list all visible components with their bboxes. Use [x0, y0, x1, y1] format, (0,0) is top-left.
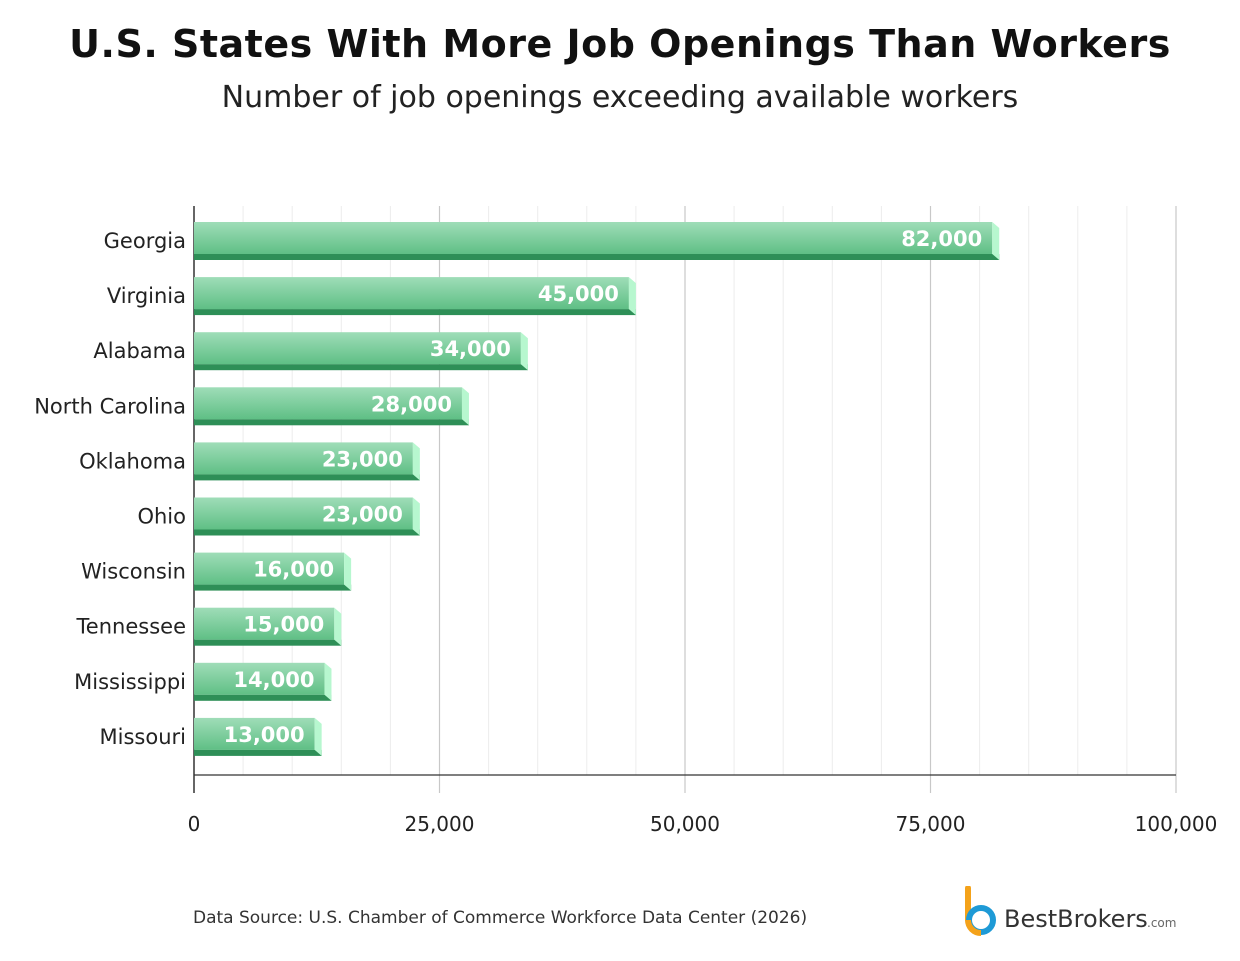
bar-face [194, 607, 335, 640]
bar-value-label: 45,000 [538, 282, 619, 306]
bar-end-cap [334, 607, 342, 646]
bar: 13,000 [194, 717, 322, 756]
bar-end-cap [628, 277, 636, 316]
bar-face [194, 552, 345, 585]
logo-suffix: .com [1147, 916, 1177, 930]
bar-base [194, 584, 352, 591]
bar: 23,000 [194, 497, 420, 536]
bar: 34,000 [194, 332, 528, 371]
bar-value-label: 23,000 [322, 447, 403, 471]
bar-end-cap [461, 387, 469, 426]
bar-base [194, 309, 636, 316]
bar-end-cap [992, 222, 1000, 260]
bar-face [194, 662, 325, 695]
bar: 15,000 [194, 607, 342, 646]
bar-base [194, 529, 420, 536]
category-label: Ohio [137, 505, 186, 529]
bar-end-cap [324, 662, 332, 701]
bar-base [194, 474, 420, 481]
bar-base [194, 419, 469, 426]
bar-end-cap [412, 442, 420, 481]
category-label: Oklahoma [79, 449, 186, 473]
bar-face [194, 277, 629, 310]
bar-end-cap [520, 332, 528, 371]
bar-base [194, 639, 342, 646]
category-label: Alabama [93, 339, 186, 363]
bar-value-label: 34,000 [430, 337, 511, 361]
category-label: Mississippi [74, 670, 186, 694]
bar: 23,000 [194, 442, 420, 481]
bar-end-cap [344, 552, 352, 591]
bar: 16,000 [194, 552, 352, 591]
bar-face [194, 717, 315, 750]
category-label: Virginia [107, 284, 186, 308]
bar-base [194, 364, 528, 371]
category-label: Missouri [100, 725, 186, 749]
category-label: Wisconsin [81, 560, 186, 584]
x-tick-label: 50,000 [650, 812, 720, 836]
bestbrokers-logo: BestBrokers .com [962, 886, 1192, 938]
x-tick-label: 100,000 [1135, 812, 1218, 836]
bar-value-label: 82,000 [901, 227, 982, 251]
bar-face [194, 387, 462, 420]
bar-base [194, 749, 322, 756]
bar-face [194, 442, 413, 475]
category-label: Georgia [104, 229, 186, 253]
data-source-note: Data Source: U.S. Chamber of Commerce Wo… [193, 908, 808, 928]
x-tick-label: 0 [188, 812, 201, 836]
bar-face [194, 332, 521, 365]
x-tick-label: 25,000 [405, 812, 475, 836]
bar: 82,000 [194, 222, 1000, 260]
bar-base [194, 254, 1000, 260]
bar-end-cap [314, 717, 322, 756]
bar-value-label: 16,000 [253, 558, 334, 582]
bar-value-label: 15,000 [243, 613, 324, 637]
bar-base [194, 694, 332, 701]
bar: 28,000 [194, 387, 469, 426]
category-label: North Carolina [34, 394, 186, 418]
bar: 14,000 [194, 662, 332, 701]
logo-name: BestBrokers [1004, 905, 1148, 933]
x-tick-label: 75,000 [896, 812, 966, 836]
chart-subtitle: Number of job openings exceeding availab… [221, 80, 1019, 115]
chart-title: U.S. States With More Job Openings Than … [69, 22, 1171, 66]
bar-face [194, 497, 413, 530]
bar-value-label: 14,000 [233, 668, 314, 692]
bar: 45,000 [194, 277, 636, 316]
bar-face [194, 222, 993, 254]
bar-value-label: 13,000 [224, 723, 305, 747]
bar-value-label: 23,000 [322, 503, 403, 527]
category-label: Tennessee [76, 615, 186, 639]
bestbrokers-b-icon [965, 886, 996, 936]
bar-end-cap [412, 497, 420, 536]
bar-value-label: 28,000 [371, 392, 452, 416]
